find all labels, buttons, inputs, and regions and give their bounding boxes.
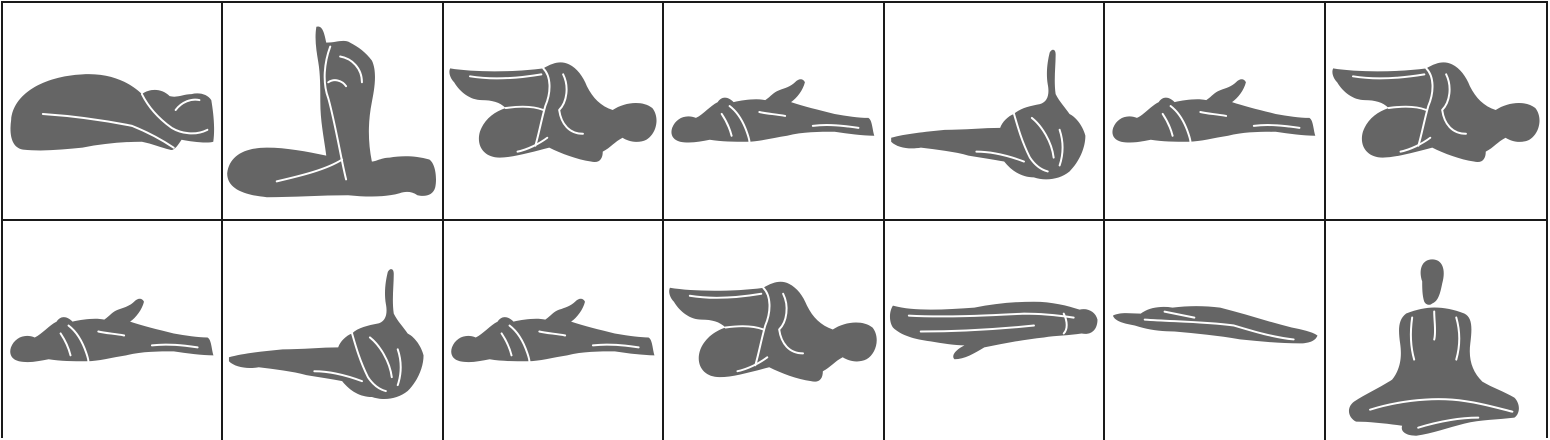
pose-cell-2-6 — [1105, 221, 1326, 440]
supine-bent-knee-icon — [664, 3, 882, 219]
supine-bent-knee-icon — [444, 221, 662, 440]
supine-bent-knee-icon — [3, 221, 221, 440]
pose-cell-1-7 — [1325, 3, 1546, 221]
corpse-pose-icon — [885, 221, 1103, 440]
supine-leg-raise-icon — [223, 221, 441, 440]
pose-cell-2-7 — [1325, 221, 1546, 440]
pose-cell-1-6 — [1105, 3, 1326, 221]
knees-to-chest-icon — [664, 221, 882, 440]
knees-to-chest-icon — [444, 3, 662, 219]
pose-cell-1-1 — [3, 3, 224, 221]
supine-leg-raise-icon — [885, 3, 1103, 219]
knees-to-chest-icon — [1326, 3, 1546, 219]
pose-cell-2-1 — [3, 221, 224, 440]
pose-cell-1-3 — [443, 3, 665, 221]
seated-knee-hug-icon — [223, 3, 441, 219]
pose-cell-1-5 — [884, 3, 1106, 221]
pose-cell-2-5 — [884, 221, 1106, 440]
seated-meditation-icon — [1326, 221, 1546, 440]
pose-cell-2-2 — [223, 221, 444, 440]
corpse-pose-icon — [1105, 221, 1323, 440]
pose-cell-2-3 — [443, 221, 665, 440]
child-pose-icon — [3, 3, 221, 219]
pose-cell-1-4 — [664, 3, 885, 221]
pose-cell-1-2 — [223, 3, 444, 221]
pose-cell-2-4 — [664, 221, 885, 440]
supine-bent-knee-icon — [1105, 3, 1323, 219]
